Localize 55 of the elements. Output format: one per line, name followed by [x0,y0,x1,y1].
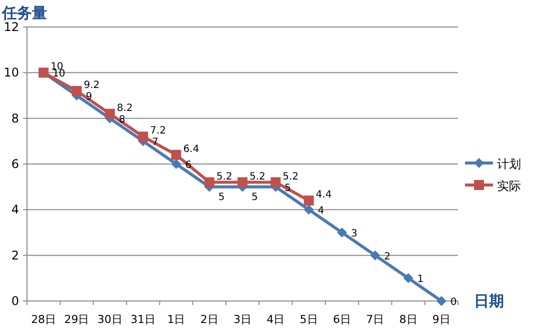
x-axis-title: 日期 [474,292,504,310]
point [270,177,281,188]
data-label: 8.2 [116,102,133,114]
data-label: 9 [86,92,92,102]
data-label: 1 [417,274,424,286]
data-label: 5 [252,192,258,203]
point [204,177,214,188]
y-tick-label: 8 [11,111,19,126]
point [238,177,248,188]
point [403,273,414,284]
legend-label: 实际 [497,179,521,193]
y-tick-label: 2 [11,248,19,262]
x-tick-label: 3日 [234,313,252,326]
point [336,228,347,238]
y-tick-label: 12 [4,20,19,34]
data-label: 5.2 [250,171,266,182]
x-tick-label: 4日 [266,313,285,326]
data-label: 10 [52,68,66,80]
data-label: 5.2 [216,171,232,182]
y-axis-title: 任务量 [1,4,47,22]
point [171,150,182,160]
point [304,196,314,206]
data-label: 4 [318,206,324,217]
data-label: 5 [218,192,225,203]
x-tick-label: 30日 [97,313,122,326]
data-label: 3 [350,228,358,240]
y-tick-label: 6 [11,157,19,171]
legend-label: 计划 [497,157,521,171]
x-tick-label: 6日 [332,313,351,326]
x-tick-label: 2日 [200,313,218,326]
x-tick-label: 9日 [432,313,450,326]
x-tick-label: 31日 [130,313,156,326]
point [171,159,182,169]
y-tick-label: 10 [4,66,19,80]
data-label: 9.2 [84,80,100,91]
y-tick-label: 0 [11,294,19,308]
point [104,108,115,119]
data-label: 6.4 [183,144,200,155]
point [370,250,380,260]
x-tick-label: 5日 [300,313,318,326]
y-tick-label: 4 [11,202,19,217]
data-label: 7.2 [150,126,166,137]
x-tick-label: 8日 [399,313,418,326]
data-label: 2 [384,251,390,262]
x-tick-label: 28日 [31,313,56,326]
x-tick-label: 1日 [167,313,186,326]
point [304,204,314,215]
x-tick-label: 29日 [64,313,90,326]
data-label: 5.2 [282,171,299,182]
data-label: 4.4 [316,190,332,201]
point [72,86,82,96]
point [138,132,148,142]
data-label: 0 [450,297,457,308]
x-tick-label: 7日 [366,313,384,326]
point [436,296,446,306]
